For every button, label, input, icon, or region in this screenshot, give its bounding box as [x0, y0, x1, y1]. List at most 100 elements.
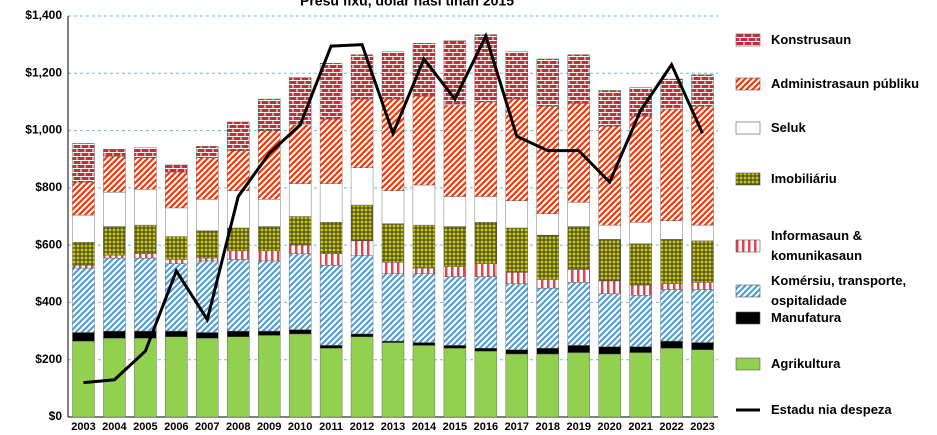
legend-label: Komérsiu, transporte, ospitalidade: [771, 273, 907, 308]
bar-segment: [196, 332, 219, 339]
bar-segment: [443, 348, 467, 418]
bar-segment: [629, 295, 652, 348]
legend-swatch: [736, 408, 760, 412]
bar-segment: [319, 253, 343, 266]
bar-segment: [103, 338, 126, 418]
legend-swatch: [735, 77, 761, 91]
bar-segment: [443, 40, 467, 105]
legend-swatch: [735, 172, 761, 186]
bar-segment: [350, 254, 374, 335]
x-tick-label: 2011: [319, 421, 343, 433]
bar-segment: [567, 226, 590, 270]
bar-segment: [196, 338, 219, 418]
legend-item: Manufatura: [735, 308, 935, 328]
bar-segment: [72, 181, 95, 216]
legend-label: Imobiliáriu: [771, 171, 837, 186]
bar-segment: [165, 330, 188, 338]
bar-segment: [536, 353, 559, 418]
bar-segment: [443, 226, 467, 267]
x-tick-label: 2010: [288, 421, 312, 433]
bar-segment: [134, 189, 157, 226]
bar-segment: [257, 226, 281, 252]
legend-item: Agrikultura: [735, 354, 935, 374]
bar-segment: [505, 272, 529, 285]
bar-segment: [350, 167, 374, 206]
bar-segment: [381, 342, 405, 418]
bar-segment: [165, 259, 188, 264]
bar-segment: [443, 266, 467, 277]
bar-segment: [350, 333, 374, 337]
y-tick-label: $1,400: [25, 8, 62, 22]
bar-segment: [227, 336, 250, 418]
legend-item: Administrasaun públiku: [735, 74, 935, 94]
x-tick-label: 2016: [474, 421, 498, 433]
bar-segment: [196, 230, 219, 259]
x-tick-label: 2021: [628, 421, 652, 433]
bar-segment: [350, 98, 374, 169]
bar-segment: [134, 253, 157, 259]
legend-label: Administrasaun públiku: [771, 76, 920, 91]
bar-segment: [598, 293, 621, 348]
legend-swatch: [735, 311, 761, 325]
bar-segment: [72, 340, 95, 418]
y-tick-label: $1,200: [25, 65, 62, 79]
bar-segment: [350, 240, 374, 256]
bar-segment: [72, 242, 95, 266]
bar-segment: [412, 345, 436, 418]
x-tick-label: 2004: [102, 421, 127, 433]
bar-segment: [257, 98, 281, 131]
bar-segment: [227, 330, 250, 338]
bar-segment: [412, 267, 436, 274]
legend-swatch: [735, 357, 761, 371]
bar-segment: [660, 220, 683, 240]
legend-swatch: [735, 33, 761, 47]
x-tick-label: 2015: [443, 421, 467, 433]
bar-segment: [257, 250, 281, 262]
bar-segment: [629, 87, 652, 117]
legend-label: Estadu nia despeza: [771, 402, 892, 417]
bar-segment: [196, 146, 219, 158]
bar-segment: [412, 184, 436, 226]
bar-segment: [412, 224, 436, 269]
bar-segment: [319, 118, 343, 184]
bar-segment: [474, 350, 498, 418]
bar-segment: [72, 143, 95, 183]
bar-segment: [319, 345, 343, 349]
x-tick-label: 2017: [505, 421, 529, 433]
bar-segment: [288, 244, 312, 254]
bar-segment: [134, 157, 157, 190]
bar-segment: [319, 348, 343, 418]
bar-segment: [319, 222, 343, 254]
x-tick-label: 2020: [597, 421, 621, 433]
line: [83, 31, 704, 385]
x-tick-label: 2008: [226, 421, 250, 433]
bar-segment: [660, 108, 683, 221]
bar-segment: [165, 207, 188, 237]
bar-segment: [443, 196, 467, 227]
bar-segment: [629, 352, 652, 418]
bar-segment: [257, 260, 281, 332]
bar-segment: [165, 164, 188, 173]
bar-segment: [505, 349, 529, 355]
bar-segment: [598, 224, 621, 240]
bar-segment: [443, 276, 467, 346]
bar-segment: [567, 201, 590, 227]
bar-segment: [660, 348, 683, 418]
bar-segment: [412, 342, 436, 346]
bar-segment: [381, 51, 405, 100]
bar-segment: [103, 191, 126, 227]
bar-segment: [257, 330, 281, 336]
bar-segment: [505, 200, 529, 229]
legend-item: Imobiliáriu: [735, 169, 935, 189]
bar-segment: [536, 106, 559, 214]
bar-segment: [598, 346, 621, 355]
y-tick-label: $0: [49, 409, 63, 423]
bar-segment: [350, 54, 374, 100]
x-tick-label: 2003: [71, 421, 95, 433]
bar-segment: [567, 54, 590, 104]
bar-segment: [257, 199, 281, 227]
legend-item: Konstrusaun: [735, 30, 935, 50]
x-tick-label: 2006: [164, 421, 188, 433]
bar-segment: [196, 157, 219, 200]
